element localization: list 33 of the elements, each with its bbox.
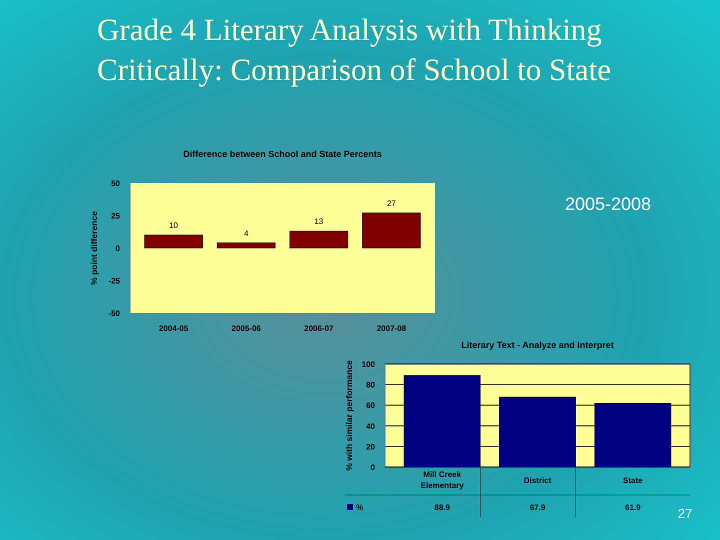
chart-title: Literary Text - Analyze and Interpret bbox=[461, 340, 614, 350]
y-tick-label: -50 bbox=[108, 309, 121, 318]
x-tick-label: District bbox=[524, 476, 552, 485]
data-label: 61.9 bbox=[625, 503, 642, 512]
data-label: 88.9 bbox=[434, 503, 451, 512]
text: Grade 4 Literary Analysis with Thinking Critically: Comparison of School to State bbox=[97, 12, 612, 87]
text: 27 bbox=[678, 506, 692, 521]
x-tick-label: Mill Creek Elementary bbox=[420, 470, 464, 490]
data-label: 27 bbox=[386, 198, 396, 208]
y-tick-label: 20 bbox=[366, 442, 376, 452]
x-tick-label: 2005-06 bbox=[232, 324, 262, 333]
y-axis-title: % with similar performance bbox=[344, 360, 354, 471]
y-tick-label: 60 bbox=[366, 401, 376, 410]
x-tick-label: 2007-08 bbox=[376, 324, 407, 333]
data-label: 67.9 bbox=[530, 503, 546, 512]
y-tick-label: 80 bbox=[366, 380, 376, 390]
y-tick-label: -25 bbox=[108, 276, 121, 286]
y-tick-label: 0 bbox=[116, 244, 121, 253]
y-tick-label: 25 bbox=[111, 212, 121, 220]
y-tick-label: 40 bbox=[366, 422, 376, 431]
y-axis-title: % point difference bbox=[89, 210, 99, 285]
data-label: 4 bbox=[244, 228, 249, 238]
y-tick-label: 50 bbox=[111, 179, 121, 188]
x-tick-label: 2004-05 bbox=[158, 324, 189, 333]
text: % bbox=[356, 503, 364, 512]
data-label: 10 bbox=[169, 221, 179, 230]
chart-title: Difference between School and State Percents bbox=[183, 149, 382, 159]
x-tick-label: 2006-07 bbox=[304, 324, 334, 333]
y-tick-label: 100 bbox=[362, 360, 376, 369]
text: 2005-2008 bbox=[564, 194, 652, 214]
data-label: 13 bbox=[314, 217, 324, 226]
y-tick-label: 0 bbox=[370, 463, 376, 472]
x-tick-label: State bbox=[623, 476, 644, 485]
